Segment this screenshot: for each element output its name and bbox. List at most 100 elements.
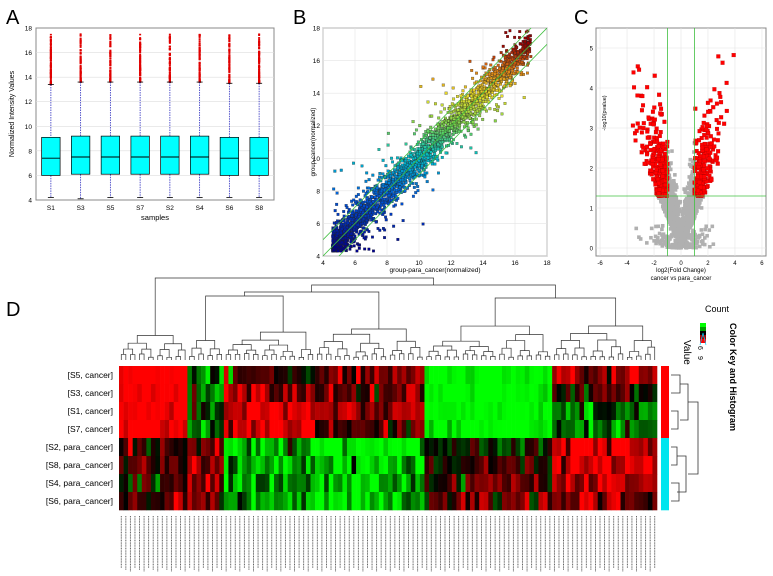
outlier-point — [109, 61, 112, 64]
x-tick-label: -4 — [624, 261, 630, 267]
scatter-point — [378, 171, 382, 175]
nonsig-point — [666, 198, 670, 203]
scatter-point — [357, 246, 361, 250]
scatter-point — [342, 219, 346, 223]
nonsig-point — [660, 200, 665, 205]
scatter-point — [440, 155, 444, 159]
outlier-point — [228, 52, 231, 54]
outlier-point — [258, 79, 261, 81]
sig-point — [657, 92, 662, 97]
scatter-point — [433, 162, 437, 166]
scatter-point — [389, 212, 393, 216]
outlier-point — [79, 69, 82, 71]
outlier-point — [198, 50, 201, 53]
scatter-point — [416, 151, 419, 155]
scatter-point — [508, 58, 512, 62]
nonsig-point — [675, 209, 679, 214]
scatter-point — [333, 169, 337, 173]
sig-point — [637, 67, 642, 72]
scatter-point — [521, 47, 525, 51]
nonsig-point — [695, 239, 700, 244]
nonsig-point — [670, 242, 675, 247]
x-tick-label: 16 — [511, 260, 519, 267]
sig-point — [645, 129, 650, 134]
volcano-points — [630, 53, 736, 250]
nonsig-point — [669, 217, 673, 221]
outlier-point — [139, 46, 142, 48]
sig-point — [719, 100, 724, 105]
scatter-point — [416, 185, 420, 188]
outlier-points — [228, 34, 231, 85]
scatter-point — [469, 132, 473, 136]
scatter-point — [493, 108, 497, 111]
scatter-point — [365, 228, 369, 232]
scatter-point — [358, 230, 362, 234]
scatter-point — [476, 127, 480, 131]
scatter-point — [514, 54, 517, 58]
outlier-point — [168, 61, 171, 64]
y-tick-label: 3 — [590, 127, 594, 133]
scatter-point — [497, 59, 501, 63]
scatter-point — [401, 219, 405, 223]
outlier-point — [49, 78, 52, 80]
nonsig-point — [673, 183, 677, 188]
scatter-point — [415, 167, 419, 171]
nonsig-point — [689, 188, 694, 193]
scatter-point — [395, 188, 398, 192]
scatter-point — [396, 166, 400, 170]
nonsig-point — [673, 230, 678, 235]
y-tick-label: 18 — [25, 26, 33, 33]
scatter-point — [449, 116, 453, 120]
sig-point — [711, 105, 716, 110]
scatter-point — [333, 209, 337, 213]
scatter-point — [401, 178, 405, 182]
outlier-point — [168, 40, 171, 43]
nonsig-point — [664, 237, 669, 241]
scatter-point — [361, 211, 365, 214]
scatter-point — [345, 206, 349, 209]
scatter-point — [365, 197, 369, 200]
nonsig-point — [686, 214, 691, 219]
scatter-point — [451, 86, 455, 90]
nonsig-point — [673, 197, 678, 202]
nonsig-point — [689, 223, 693, 228]
nonsig-point — [685, 226, 690, 231]
scatter-point — [468, 116, 472, 120]
scatter-point — [429, 125, 433, 129]
scatter-point — [474, 123, 478, 127]
scatter-point — [467, 99, 471, 103]
nonsig-point — [690, 202, 694, 207]
nonsig-point — [695, 202, 699, 207]
nonsig-point — [673, 188, 678, 192]
scatter-point — [362, 189, 365, 193]
scatter-point — [345, 226, 349, 229]
outlier-point — [198, 80, 201, 82]
scatter-point — [517, 22, 520, 25]
scatter-point — [505, 62, 509, 66]
y-tick-label: 6 — [316, 221, 320, 228]
scatter-point — [526, 36, 530, 40]
scatter-point — [450, 126, 454, 130]
scatter-point — [414, 191, 418, 195]
outlier-point — [139, 71, 142, 74]
scatter-point — [433, 152, 437, 156]
x-tick-label: S8 — [255, 205, 263, 212]
outlier-point — [198, 39, 201, 41]
scatter-point — [520, 71, 524, 75]
scatter-point — [374, 220, 378, 224]
outlier-point — [79, 74, 82, 77]
sig-point — [704, 135, 709, 140]
scatter-point — [352, 244, 356, 248]
outlier-point — [79, 76, 82, 78]
outlier-point — [228, 67, 231, 69]
scatter-point — [423, 175, 427, 179]
outlier-point — [228, 81, 231, 83]
scatter-point — [404, 181, 408, 185]
nonsig-point — [688, 157, 693, 162]
scatter-point — [404, 177, 407, 181]
nonsig-point — [691, 216, 696, 221]
scatter-point — [376, 227, 380, 230]
scatter-point — [484, 81, 488, 85]
scatter-point — [515, 46, 518, 49]
scatter-point — [493, 93, 497, 97]
